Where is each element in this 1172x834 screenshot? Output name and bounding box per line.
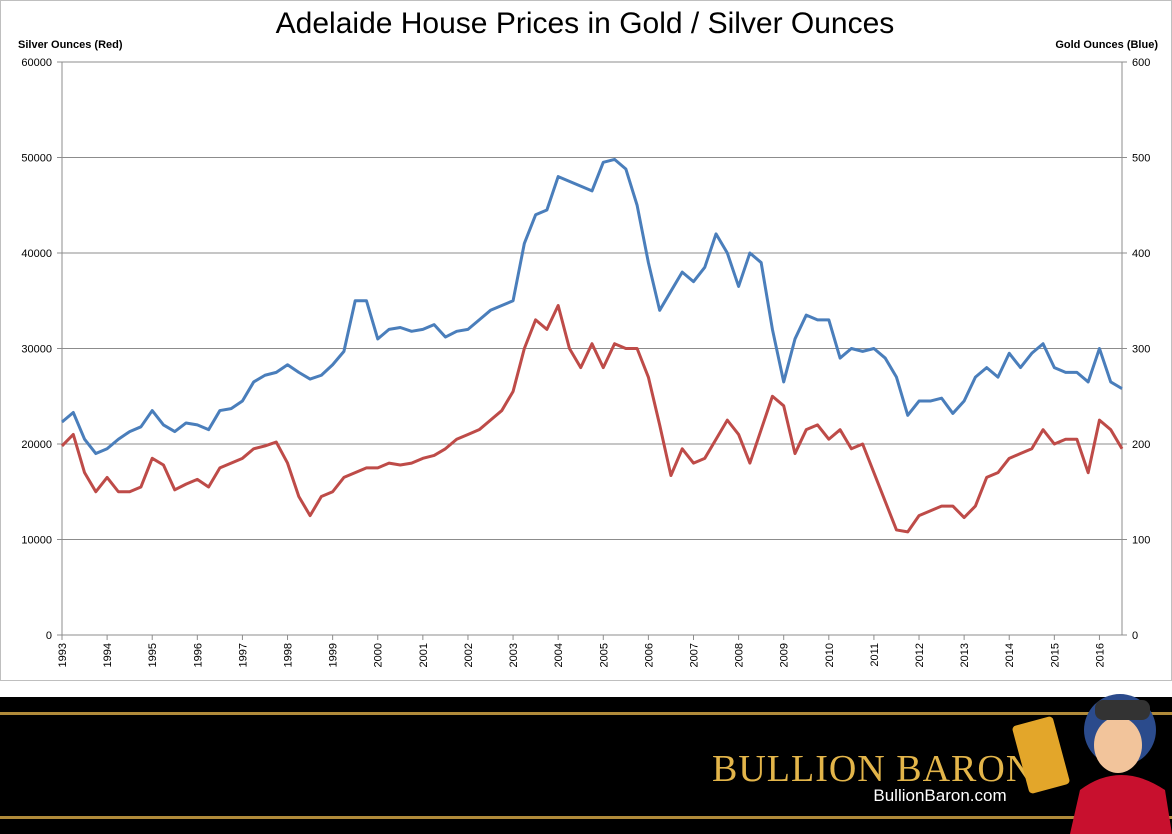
x-tick-label: 1998 [283,643,295,667]
y-axis-label: Silver Ounces (Red) [18,39,123,51]
chart-border [0,0,1172,681]
x-tick-label: 1994 [102,643,114,667]
x-tick-label: 2005 [598,643,610,667]
x-tick-label: 2015 [1049,643,1061,667]
data-line [61,157,1123,456]
footer-banner [0,697,1172,834]
x-tick-label: 1999 [328,643,340,667]
x-tick-label: 2006 [643,643,655,667]
x-tick-label: 2004 [553,643,565,667]
mascot [1012,694,1172,834]
y2-axis-label: Gold Ounces (Blue) [1055,39,1158,51]
x-tick-label: 2000 [373,643,385,667]
footer-rule [0,712,1172,715]
x-tick-label: 2011 [869,643,881,667]
brand-name: Bullion Baron [712,748,1034,790]
x-tick-label: 2001 [418,643,430,667]
y2-tick-label: 200 [1132,439,1150,451]
x-tick-label: 1997 [237,643,249,667]
x-tick-label: 1995 [147,643,159,667]
y2-tick-label: 0 [1132,630,1138,642]
y-tick-label: 20000 [21,439,52,451]
chart-title: Adelaide House Prices in Gold / Silver O… [276,7,895,40]
y2-tick-label: 400 [1132,248,1150,260]
x-tick-label: 2014 [1004,643,1016,667]
y-tick-label: 30000 [21,344,52,356]
x-tick-label: 2010 [824,643,836,667]
data-line [60,304,1124,534]
x-tick-label: 2012 [914,643,926,667]
x-tick-label: 2002 [463,643,475,667]
brand-url: BullionBaron.com [873,786,1006,805]
footer-rule [0,816,1172,819]
x-tick-label: 2008 [734,643,746,667]
y2-tick-label: 100 [1132,535,1150,547]
x-tick-label: 1993 [57,643,69,667]
plot-area: 0 10000 20000 30000 40000 50000 60000 0 100 200 30… [21,57,1150,667]
x-tick-label: 2013 [959,643,971,667]
x-tick-label: 1996 [192,643,204,667]
y-tick-label: 50000 [21,153,52,165]
y2-tick-label: 300 [1132,344,1150,356]
x-tick-label: 2007 [688,643,700,667]
y2-tick-label: 600 [1132,57,1150,69]
y-tick-label: 40000 [21,248,52,260]
y-tick-label: 10000 [21,535,52,547]
x-tick-label: 2009 [779,643,791,667]
y-tick-label: 60000 [21,57,52,69]
y-tick-label: 0 [46,630,52,642]
x-tick-label: 2003 [508,643,520,667]
y2-tick-label: 500 [1132,153,1150,165]
x-tick-label: 2016 [1094,643,1106,667]
